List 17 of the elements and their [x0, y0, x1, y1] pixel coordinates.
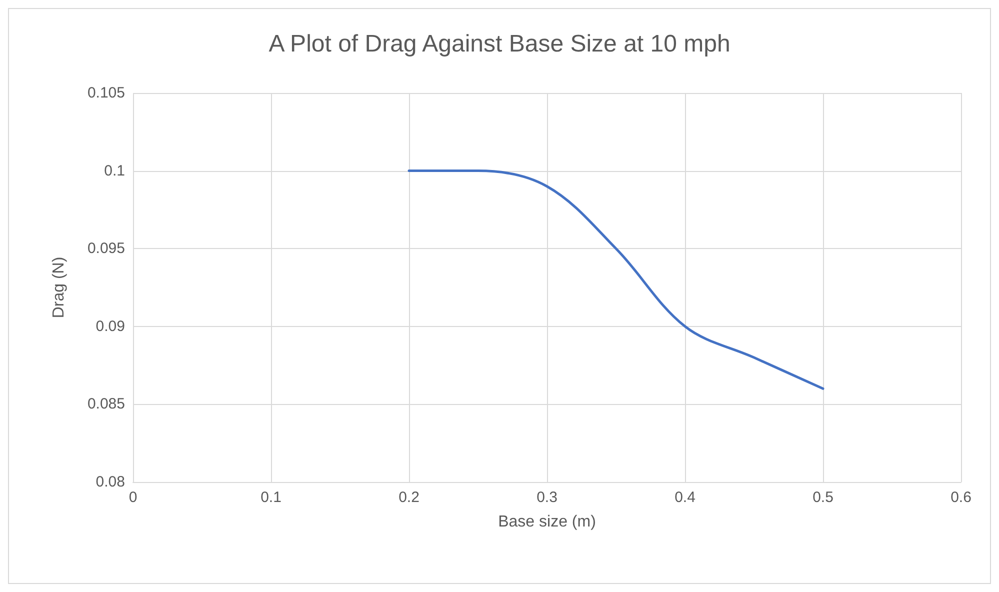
- x-tick-label: 0.2: [398, 489, 420, 506]
- x-tick-label: 0.6: [950, 489, 972, 506]
- x-tick-label: 0.4: [674, 489, 696, 506]
- line-series: [408, 170, 824, 390]
- chart-title: A Plot of Drag Against Base Size at 10 mph: [268, 30, 730, 58]
- y-tick-label: 0.085: [87, 396, 125, 413]
- y-tick-label: 0.1: [104, 162, 125, 180]
- x-tick-label: 0: [128, 489, 138, 506]
- x-axis-title: Base size (m): [498, 514, 596, 530]
- y-tick-label: 0.08: [96, 474, 125, 490]
- y-tick-label: 0.095: [87, 240, 125, 258]
- y-tick-label: 0.09: [96, 318, 125, 335]
- y-axis-title: Drag (N): [50, 256, 68, 318]
- x-tick-label: 0.3: [536, 489, 558, 506]
- x-tick-label: 0.1: [260, 489, 282, 506]
- y-tick-label: 0.105: [87, 84, 125, 102]
- x-tick-label: 0.5: [812, 489, 834, 506]
